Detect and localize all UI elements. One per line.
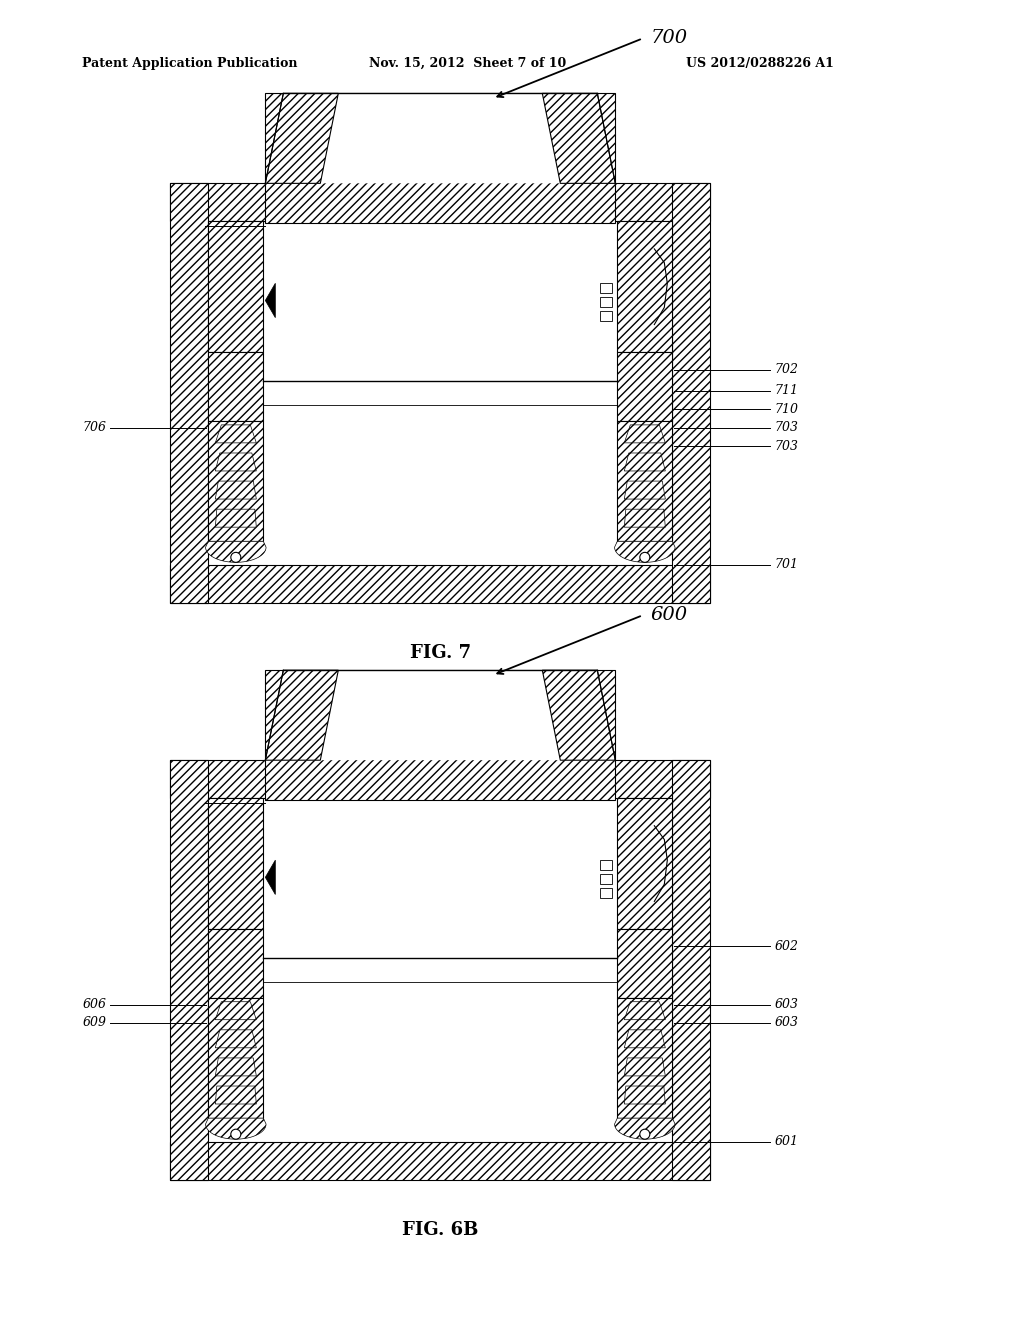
Circle shape — [230, 1129, 241, 1139]
Bar — [208, 222, 263, 352]
Bar — [265, 94, 615, 223]
Text: FIG. 6B: FIG. 6B — [402, 1221, 478, 1239]
Polygon shape — [625, 1086, 666, 1104]
Polygon shape — [215, 1030, 256, 1048]
Polygon shape — [265, 94, 338, 183]
Polygon shape — [265, 671, 338, 760]
Text: Patent Application Publication: Patent Application Publication — [82, 57, 297, 70]
Text: 601: 601 — [774, 1135, 799, 1148]
Polygon shape — [265, 671, 615, 760]
Polygon shape — [625, 480, 666, 499]
Bar — [617, 929, 673, 998]
Bar — [617, 222, 673, 352]
Text: 602: 602 — [774, 940, 799, 953]
Text: 711: 711 — [774, 384, 799, 397]
Bar — [600, 861, 612, 870]
Bar — [617, 421, 673, 541]
Bar — [208, 352, 263, 421]
Polygon shape — [614, 541, 675, 562]
Polygon shape — [215, 1057, 256, 1076]
Text: 701: 701 — [774, 558, 799, 572]
Polygon shape — [625, 425, 666, 444]
Text: 706: 706 — [82, 421, 106, 434]
Bar — [600, 888, 612, 898]
Text: 703: 703 — [774, 421, 799, 434]
Polygon shape — [215, 1086, 256, 1104]
Polygon shape — [265, 861, 275, 895]
Text: 603: 603 — [774, 1016, 799, 1030]
Polygon shape — [206, 1118, 266, 1139]
Circle shape — [230, 552, 241, 562]
Circle shape — [640, 1129, 650, 1139]
Bar — [284, 94, 597, 183]
Text: 700: 700 — [651, 29, 688, 48]
Polygon shape — [215, 1002, 256, 1020]
Text: US 2012/0288226 A1: US 2012/0288226 A1 — [686, 57, 834, 70]
Text: 702: 702 — [774, 363, 799, 376]
Bar — [170, 760, 208, 1180]
Bar — [284, 671, 597, 760]
Bar — [208, 929, 263, 998]
Text: Nov. 15, 2012  Sheet 7 of 10: Nov. 15, 2012 Sheet 7 of 10 — [369, 57, 566, 70]
Text: 703: 703 — [774, 440, 799, 453]
Bar — [208, 998, 263, 1118]
Circle shape — [640, 552, 650, 562]
Text: 606: 606 — [82, 998, 106, 1011]
Polygon shape — [206, 541, 266, 562]
Polygon shape — [625, 1030, 666, 1048]
Polygon shape — [265, 284, 275, 318]
Polygon shape — [215, 453, 256, 471]
Polygon shape — [265, 94, 615, 183]
Bar — [208, 799, 263, 929]
Text: 609: 609 — [82, 1016, 106, 1030]
Bar — [208, 421, 263, 541]
Bar — [170, 1142, 711, 1180]
Text: 710: 710 — [774, 403, 799, 416]
Polygon shape — [625, 1002, 666, 1020]
Polygon shape — [625, 510, 666, 527]
Bar — [600, 284, 612, 293]
Bar — [170, 183, 711, 222]
Polygon shape — [543, 94, 615, 183]
Polygon shape — [543, 671, 615, 760]
Bar — [170, 760, 711, 799]
Bar — [673, 183, 711, 603]
Bar — [265, 671, 615, 800]
Bar — [600, 874, 612, 884]
Polygon shape — [625, 1057, 666, 1076]
Bar — [600, 297, 612, 308]
Polygon shape — [215, 480, 256, 499]
Text: 600: 600 — [651, 606, 688, 624]
Bar — [170, 183, 208, 603]
Bar — [673, 760, 711, 1180]
Polygon shape — [614, 1118, 675, 1139]
Bar — [170, 565, 711, 603]
Polygon shape — [625, 453, 666, 471]
Bar — [617, 998, 673, 1118]
Text: FIG. 7: FIG. 7 — [410, 644, 471, 663]
Polygon shape — [215, 425, 256, 444]
Text: 603: 603 — [774, 998, 799, 1011]
Bar — [617, 799, 673, 929]
Bar — [600, 312, 612, 321]
Bar — [617, 352, 673, 421]
Polygon shape — [215, 510, 256, 527]
